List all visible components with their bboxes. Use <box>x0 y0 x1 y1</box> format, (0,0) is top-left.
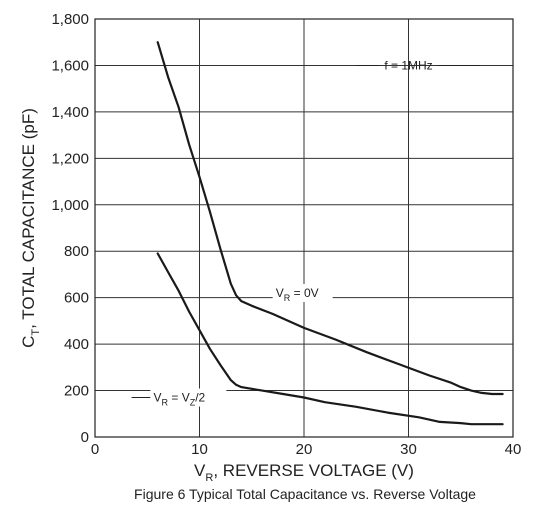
series-lines <box>156 41 504 426</box>
figure-caption: Figure 6 Typical Total Capacitance vs. R… <box>134 486 476 502</box>
series-label-vr-0v: VR = 0V <box>272 284 333 303</box>
series-line-1 <box>156 252 504 426</box>
x-tick-label: 0 <box>91 441 99 458</box>
y-tick-label: 1,400 <box>51 104 89 121</box>
y-tick-labels: 0 200 400 600 800 1,000 1,200 1,400 1,600 1,800 <box>51 11 89 446</box>
grid-lines <box>95 19 513 437</box>
x-axis-title: VR, REVERSE VOLTAGE (V) <box>194 461 414 484</box>
x-tick-labels: 0 10 20 30 40 <box>91 441 522 458</box>
plot-frame <box>94 18 514 438</box>
y-tick-label: 200 <box>64 383 89 400</box>
y-tick-label: 0 <box>81 429 89 446</box>
svg-text:VR = 0V: VR = 0V <box>276 286 319 303</box>
y-tick-label: 800 <box>64 243 89 260</box>
svg-text:VR = VZ/2: VR = VZ/2 <box>154 391 206 408</box>
x-tick-label: 40 <box>505 441 522 458</box>
y-tick-label: 1,000 <box>51 197 89 214</box>
y-tick-label: 1,800 <box>51 11 89 28</box>
x-tick-label: 10 <box>191 441 208 458</box>
x-tick-label: 20 <box>296 441 313 458</box>
y-tick-label: 1,600 <box>51 57 89 74</box>
series-label-vr-vz-half: VR = VZ/2 <box>131 388 227 408</box>
series-line-0 <box>156 41 504 396</box>
y-tick-label: 600 <box>64 290 89 307</box>
x-tick-label: 30 <box>400 441 417 458</box>
y-axis-title: CT, TOTAL CAPACITANCE (pF) <box>19 108 42 348</box>
frequency-note: f = 1MHz <box>384 58 432 72</box>
y-tick-label: 400 <box>64 336 89 353</box>
y-tick-label: 1,200 <box>51 150 89 167</box>
